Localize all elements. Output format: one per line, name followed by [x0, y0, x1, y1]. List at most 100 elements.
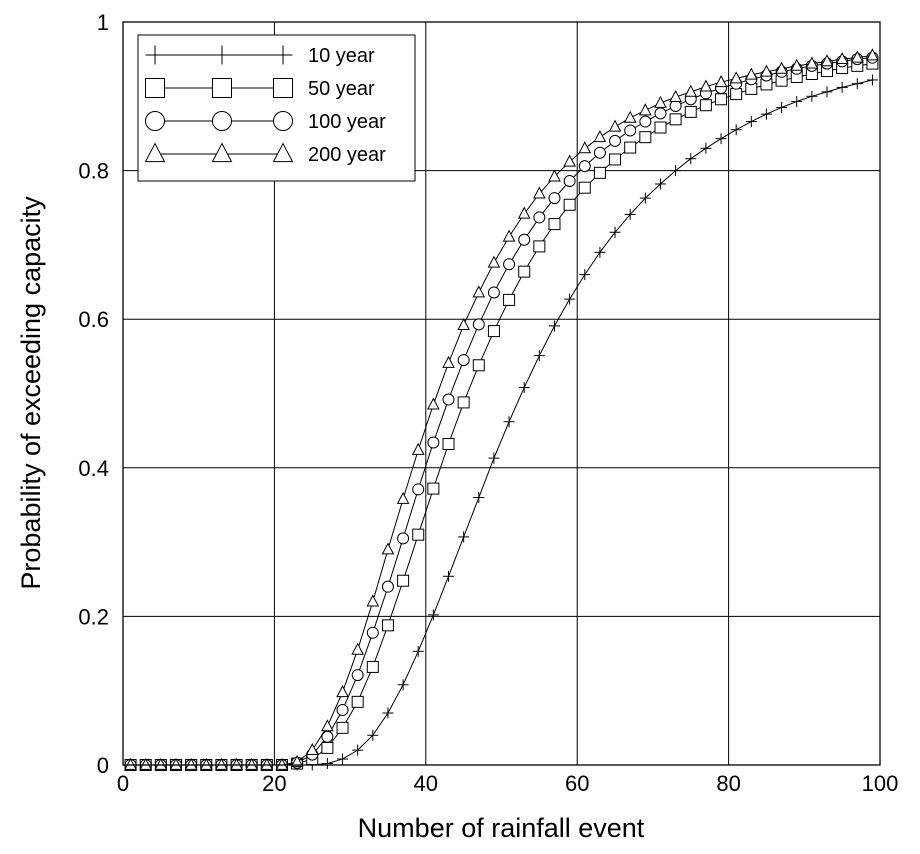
data-point	[212, 78, 232, 98]
data-point	[533, 186, 546, 199]
data-point	[609, 226, 621, 238]
data-point	[321, 758, 333, 770]
y-tick-label: 0.6	[78, 307, 109, 332]
data-point	[230, 757, 243, 770]
data-point	[669, 89, 682, 102]
data-point	[473, 492, 485, 504]
data-point	[427, 609, 439, 621]
data-point	[775, 61, 788, 74]
data-point	[608, 119, 622, 132]
data-point	[744, 67, 758, 80]
legend-entry: 200 year	[144, 142, 386, 166]
data-point	[699, 79, 713, 92]
data-point	[517, 206, 531, 219]
data-point	[503, 258, 516, 271]
data-point	[548, 320, 560, 332]
data-point	[790, 58, 804, 71]
data-point	[835, 52, 849, 65]
legend-label: 200 year	[308, 144, 386, 166]
data-point	[397, 574, 410, 587]
data-point	[366, 626, 379, 639]
data-point	[729, 71, 743, 84]
data-point	[411, 442, 425, 455]
x-tick-label: 40	[414, 771, 438, 796]
data-point	[533, 240, 546, 253]
data-point	[382, 707, 394, 719]
data-point	[564, 293, 576, 305]
legend-entry: 10 year	[145, 45, 375, 67]
data-point	[594, 246, 606, 258]
data-point	[442, 393, 455, 406]
data-point	[503, 416, 515, 428]
data-point	[412, 528, 425, 541]
data-point	[518, 265, 531, 278]
data-point	[337, 753, 349, 765]
x-tick-label: 20	[262, 771, 286, 796]
data-point	[639, 131, 652, 144]
data-point	[145, 78, 165, 98]
data-point	[760, 108, 772, 120]
data-point	[457, 396, 470, 409]
data-point	[806, 90, 818, 102]
data-point	[487, 286, 500, 299]
data-point	[533, 211, 546, 224]
data-point	[427, 397, 440, 410]
data-point	[472, 318, 485, 331]
data-point	[215, 757, 228, 770]
data-point	[290, 754, 304, 767]
data-point	[684, 105, 697, 118]
data-point	[412, 483, 425, 496]
y-tick-label: 0.8	[78, 159, 109, 184]
data-point	[396, 491, 410, 504]
data-point	[273, 78, 293, 98]
data-point	[472, 285, 486, 298]
data-point	[145, 111, 165, 131]
data-point	[260, 757, 274, 770]
data-point	[321, 741, 334, 754]
data-point	[654, 178, 666, 190]
x-axis-title: Number of rainfall event	[358, 813, 645, 843]
data-point	[730, 88, 743, 101]
x-tick-label: 0	[117, 771, 129, 796]
data-point	[245, 757, 259, 770]
data-point	[427, 482, 440, 495]
data-point	[366, 660, 379, 673]
data-point	[275, 757, 289, 770]
data-point	[866, 48, 879, 61]
data-point	[321, 719, 334, 732]
data-point	[351, 642, 364, 655]
data-point	[397, 532, 410, 545]
data-point	[791, 96, 803, 108]
y-tick-label: 0	[97, 753, 109, 778]
data-point	[684, 84, 698, 97]
data-point	[412, 645, 424, 657]
data-point	[548, 192, 561, 205]
data-point	[184, 757, 198, 770]
data-point	[578, 141, 592, 154]
data-point	[351, 695, 364, 708]
x-tick-label: 80	[716, 771, 740, 796]
y-tick-label: 0.4	[78, 456, 109, 481]
data-point	[820, 54, 834, 67]
data-point	[821, 86, 833, 98]
data-point	[669, 113, 682, 126]
data-point	[336, 721, 349, 734]
y-tick-label: 0.2	[78, 604, 109, 629]
data-point	[273, 111, 293, 131]
legend: 10 year 50 year 100 year 200 year	[137, 34, 416, 182]
y-axis-title: Probability of exceeding capacity	[16, 196, 46, 590]
data-point	[199, 757, 213, 770]
series-line	[130, 79, 873, 766]
data-point	[866, 74, 878, 86]
data-point	[563, 154, 576, 167]
data-point	[745, 116, 757, 128]
data-point	[776, 101, 788, 113]
data-point	[352, 744, 364, 756]
data-point	[487, 255, 501, 268]
data-point	[139, 757, 153, 770]
data-point	[715, 133, 727, 145]
data-point	[381, 619, 394, 632]
data-point	[442, 355, 455, 368]
data-point	[700, 142, 712, 154]
data-point	[351, 669, 364, 682]
